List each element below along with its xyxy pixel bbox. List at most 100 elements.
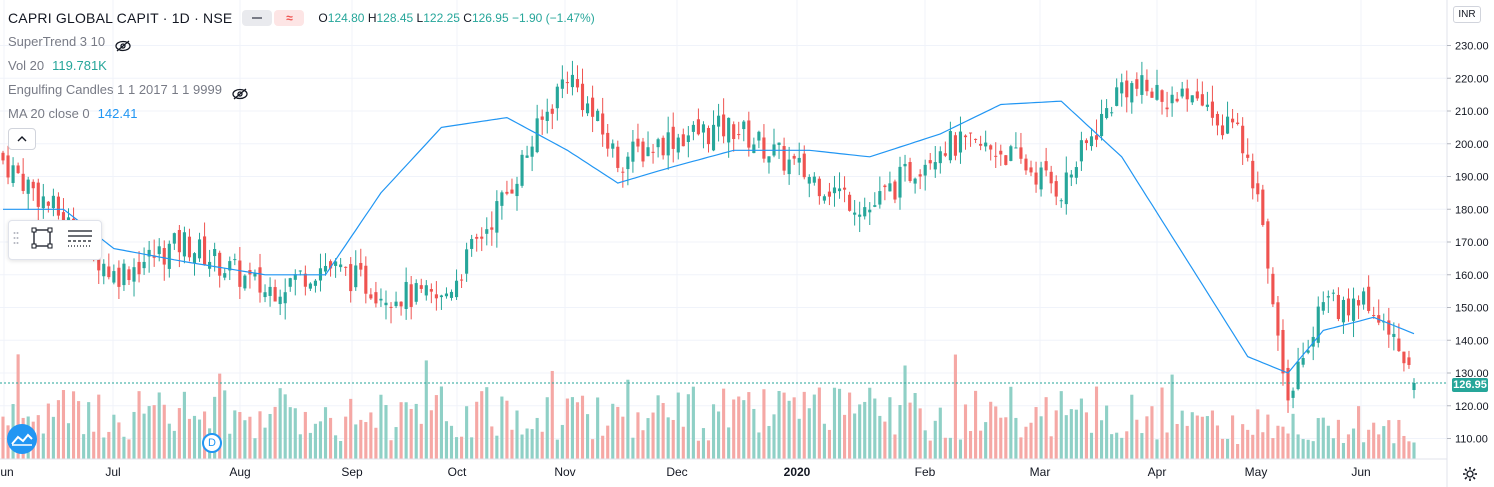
candle xyxy=(303,265,307,296)
volume-bar xyxy=(787,400,791,459)
candle xyxy=(727,117,731,158)
volume-bar xyxy=(1311,441,1315,459)
indicator-volume[interactable]: Vol 20 119.781K xyxy=(8,54,595,78)
volume-bar xyxy=(177,408,181,459)
candle xyxy=(1140,61,1144,104)
volume-bar xyxy=(384,405,388,459)
candle xyxy=(187,228,192,262)
tradingview-logo-icon[interactable] xyxy=(7,424,37,454)
eye-off-icon[interactable] xyxy=(115,36,131,52)
candle xyxy=(1341,296,1346,334)
volume-bar xyxy=(273,406,277,459)
volume-bar xyxy=(1261,432,1265,459)
volume-bar xyxy=(449,425,454,459)
candle-body xyxy=(36,182,40,207)
candle xyxy=(127,266,131,286)
candle xyxy=(812,172,816,186)
volume-bar xyxy=(1402,435,1406,459)
line-settings-icon[interactable] xyxy=(67,228,93,253)
candle-body xyxy=(182,232,186,257)
volume-bar xyxy=(404,402,408,459)
volume-bar xyxy=(585,414,590,459)
volume-bar xyxy=(66,423,71,459)
volume-bar xyxy=(334,435,338,459)
candle-body xyxy=(616,146,620,168)
gear-icon[interactable] xyxy=(1462,466,1478,482)
candle-body xyxy=(203,236,207,266)
candle-body xyxy=(31,181,35,189)
time-axis[interactable]: Jun Jul Aug Sep Oct Nov Dec 2020 Feb Mar Apr May Jun xyxy=(0,465,1371,479)
candle-body xyxy=(943,153,947,156)
candle-body xyxy=(434,294,438,299)
candle xyxy=(1110,106,1114,117)
volume-bar xyxy=(832,387,837,459)
dividend-marker[interactable]: D xyxy=(202,433,222,453)
candle-body xyxy=(323,265,328,272)
candle-body xyxy=(827,191,832,197)
candle-body xyxy=(414,283,418,302)
candle-body xyxy=(1331,292,1335,294)
candle xyxy=(263,284,267,303)
volume-bar xyxy=(752,408,756,459)
collapse-legend-button[interactable] xyxy=(8,128,36,150)
candle-body xyxy=(656,139,660,148)
candle xyxy=(107,253,111,280)
candle xyxy=(495,190,499,248)
rectangle-tool-icon[interactable] xyxy=(31,227,53,254)
candle-body xyxy=(1362,291,1366,305)
candle xyxy=(1367,275,1371,314)
eye-off-icon[interactable] xyxy=(232,84,248,100)
candle-body xyxy=(888,183,892,192)
volume-bar xyxy=(480,391,484,459)
indicator-engulfing[interactable]: Engulfing Candles 1 1 2017 1 1 9999 xyxy=(8,78,595,102)
candle-body xyxy=(999,150,1003,155)
volume-bar xyxy=(943,437,947,459)
candle-body xyxy=(777,142,781,145)
candle xyxy=(228,256,232,281)
candle-body xyxy=(1130,83,1134,103)
drawing-toolbar[interactable] xyxy=(8,220,102,260)
drag-handle-icon[interactable] xyxy=(13,230,19,251)
candle xyxy=(1125,70,1129,113)
candle-body xyxy=(918,174,922,177)
indicator-ma[interactable]: MA 20 close 0 142.41 xyxy=(8,102,595,126)
candle-body xyxy=(1271,273,1275,305)
volume-bar xyxy=(596,397,600,459)
candle-body xyxy=(1261,189,1265,225)
candle-body xyxy=(711,124,716,151)
candle xyxy=(1377,299,1381,326)
volume-bar xyxy=(1382,426,1386,459)
candle xyxy=(1004,154,1008,166)
wave-icon[interactable]: ≈ xyxy=(274,10,305,26)
candle xyxy=(273,279,277,302)
volume-bar xyxy=(470,437,474,459)
candle-body xyxy=(233,259,237,261)
candle xyxy=(112,264,116,285)
candle-body xyxy=(439,295,443,298)
candle-body xyxy=(1105,108,1109,118)
candle-body xyxy=(1276,302,1280,336)
equals-icon[interactable] xyxy=(242,10,273,26)
currency-label[interactable]: INR xyxy=(1453,6,1481,23)
candle xyxy=(177,224,181,268)
volume-bar xyxy=(1276,425,1280,459)
indicator-supertrend[interactable]: SuperTrend 3 10 xyxy=(8,30,595,54)
candle xyxy=(470,234,474,257)
candle-body xyxy=(520,154,524,186)
candle-body xyxy=(747,120,751,148)
candle xyxy=(903,154,907,182)
candle xyxy=(797,142,801,176)
price-axis[interactable]: 230.00 220.00 210.00 200.00 190.00 180.00 170.… xyxy=(1447,41,1489,446)
candle-body xyxy=(56,196,60,216)
symbol-title[interactable]: CAPRI GLOBAL CAPIT · 1D · NSE xyxy=(8,10,233,26)
volume-bar xyxy=(1009,386,1013,459)
volume-bar xyxy=(359,419,363,459)
candle xyxy=(369,288,373,300)
volume-bar xyxy=(711,404,716,459)
volume-bar xyxy=(621,416,625,459)
candle xyxy=(132,258,136,297)
candle xyxy=(1115,78,1119,107)
volume-bar xyxy=(495,435,499,459)
candle xyxy=(1019,132,1023,164)
